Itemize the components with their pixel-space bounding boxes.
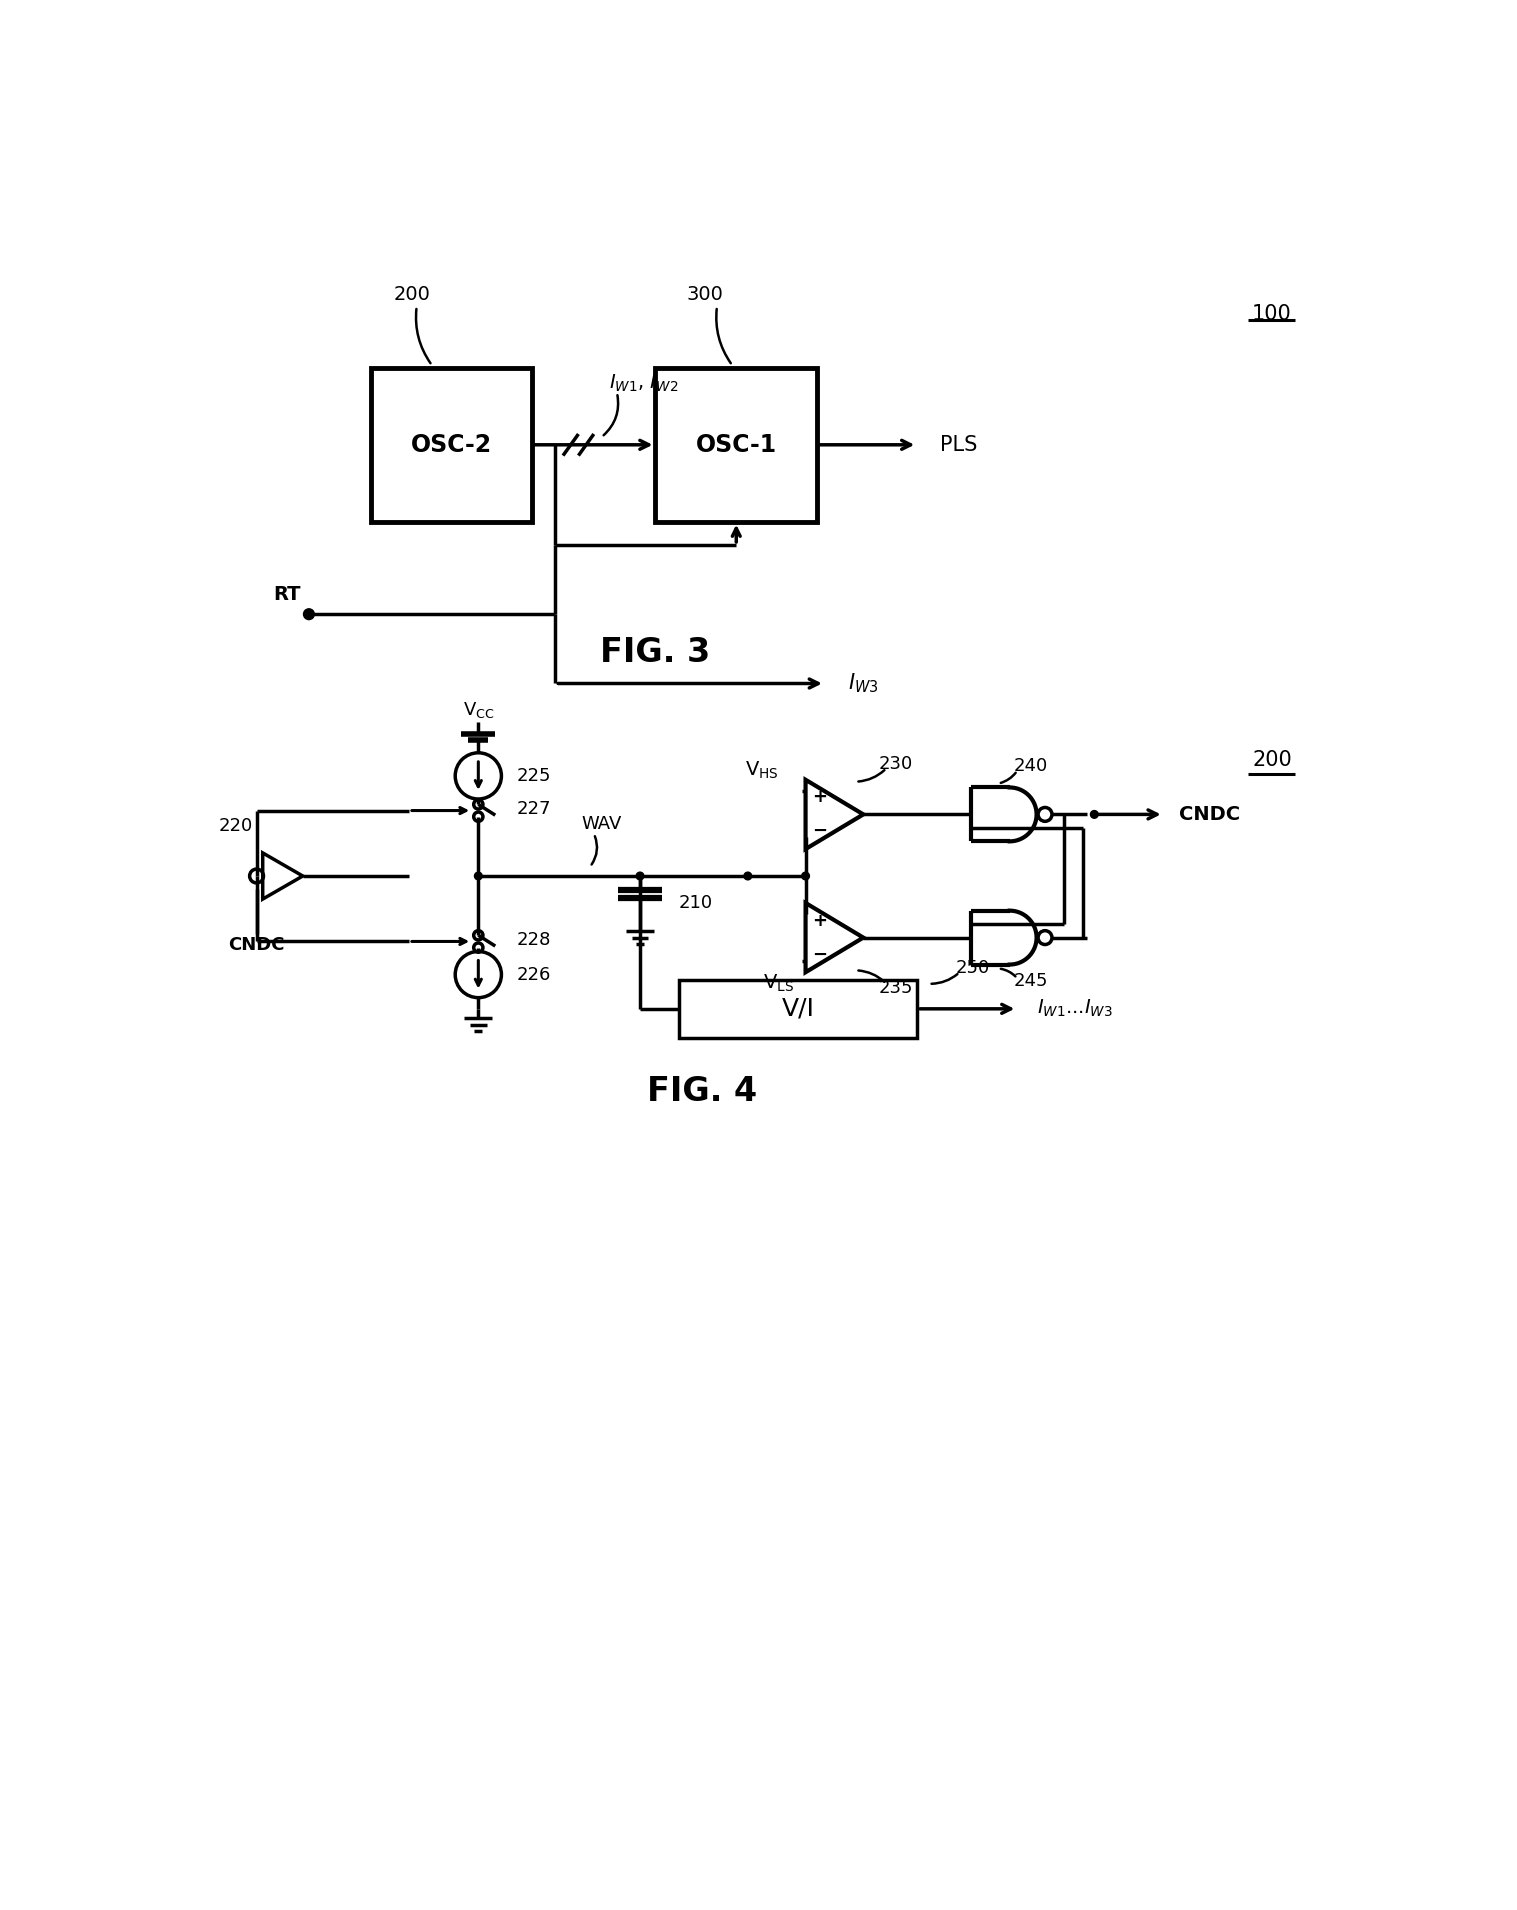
Text: 226: 226 bbox=[517, 966, 551, 984]
Text: $I_{W1}$, $I_{W2}$: $I_{W1}$, $I_{W2}$ bbox=[610, 372, 678, 393]
Text: WAV: WAV bbox=[581, 816, 622, 833]
Circle shape bbox=[636, 873, 643, 881]
Text: 225: 225 bbox=[517, 768, 551, 785]
Circle shape bbox=[743, 873, 751, 881]
Circle shape bbox=[303, 609, 314, 619]
Text: −: − bbox=[812, 945, 827, 963]
Text: 240: 240 bbox=[1013, 756, 1048, 775]
Text: 250: 250 bbox=[956, 959, 991, 978]
Text: 200: 200 bbox=[393, 285, 431, 304]
Text: 210: 210 bbox=[678, 894, 713, 911]
Text: OSC-1: OSC-1 bbox=[696, 434, 777, 456]
Text: 235: 235 bbox=[878, 978, 913, 997]
Text: 300: 300 bbox=[686, 285, 724, 304]
Text: $I_{W3}$: $I_{W3}$ bbox=[848, 672, 878, 695]
Text: 245: 245 bbox=[1013, 972, 1048, 991]
Text: RT: RT bbox=[273, 586, 302, 604]
Text: 220: 220 bbox=[218, 817, 253, 835]
Text: V$_{\rm LS}$: V$_{\rm LS}$ bbox=[763, 974, 793, 995]
Bar bbox=[370, 369, 532, 521]
Text: V$_{\rm CC}$: V$_{\rm CC}$ bbox=[463, 701, 495, 720]
Text: +: + bbox=[812, 911, 827, 930]
Bar bbox=[655, 369, 818, 521]
Text: PLS: PLS bbox=[941, 435, 977, 455]
Text: CNDC: CNDC bbox=[1179, 804, 1239, 823]
Text: −: − bbox=[812, 823, 827, 840]
Text: OSC-2: OSC-2 bbox=[411, 434, 492, 456]
Bar bbox=[678, 980, 918, 1037]
Text: 230: 230 bbox=[878, 754, 913, 774]
Text: $I_{W1}$...$I_{W3}$: $I_{W1}$...$I_{W3}$ bbox=[1036, 999, 1112, 1020]
Text: 228: 228 bbox=[517, 930, 551, 949]
Text: 100: 100 bbox=[1252, 304, 1292, 325]
Text: V$_{\rm HS}$: V$_{\rm HS}$ bbox=[745, 760, 778, 781]
Text: FIG. 3: FIG. 3 bbox=[601, 636, 710, 668]
Text: CNDC: CNDC bbox=[228, 936, 285, 955]
Circle shape bbox=[1091, 810, 1098, 817]
Text: 200: 200 bbox=[1252, 751, 1292, 770]
Text: +: + bbox=[812, 789, 827, 806]
Text: 227: 227 bbox=[517, 800, 551, 817]
Bar bbox=[971, 911, 1010, 965]
Bar bbox=[971, 787, 1010, 840]
Circle shape bbox=[801, 873, 810, 881]
Text: FIG. 4: FIG. 4 bbox=[646, 1075, 757, 1108]
Text: V/I: V/I bbox=[781, 997, 815, 1020]
Circle shape bbox=[475, 873, 482, 881]
